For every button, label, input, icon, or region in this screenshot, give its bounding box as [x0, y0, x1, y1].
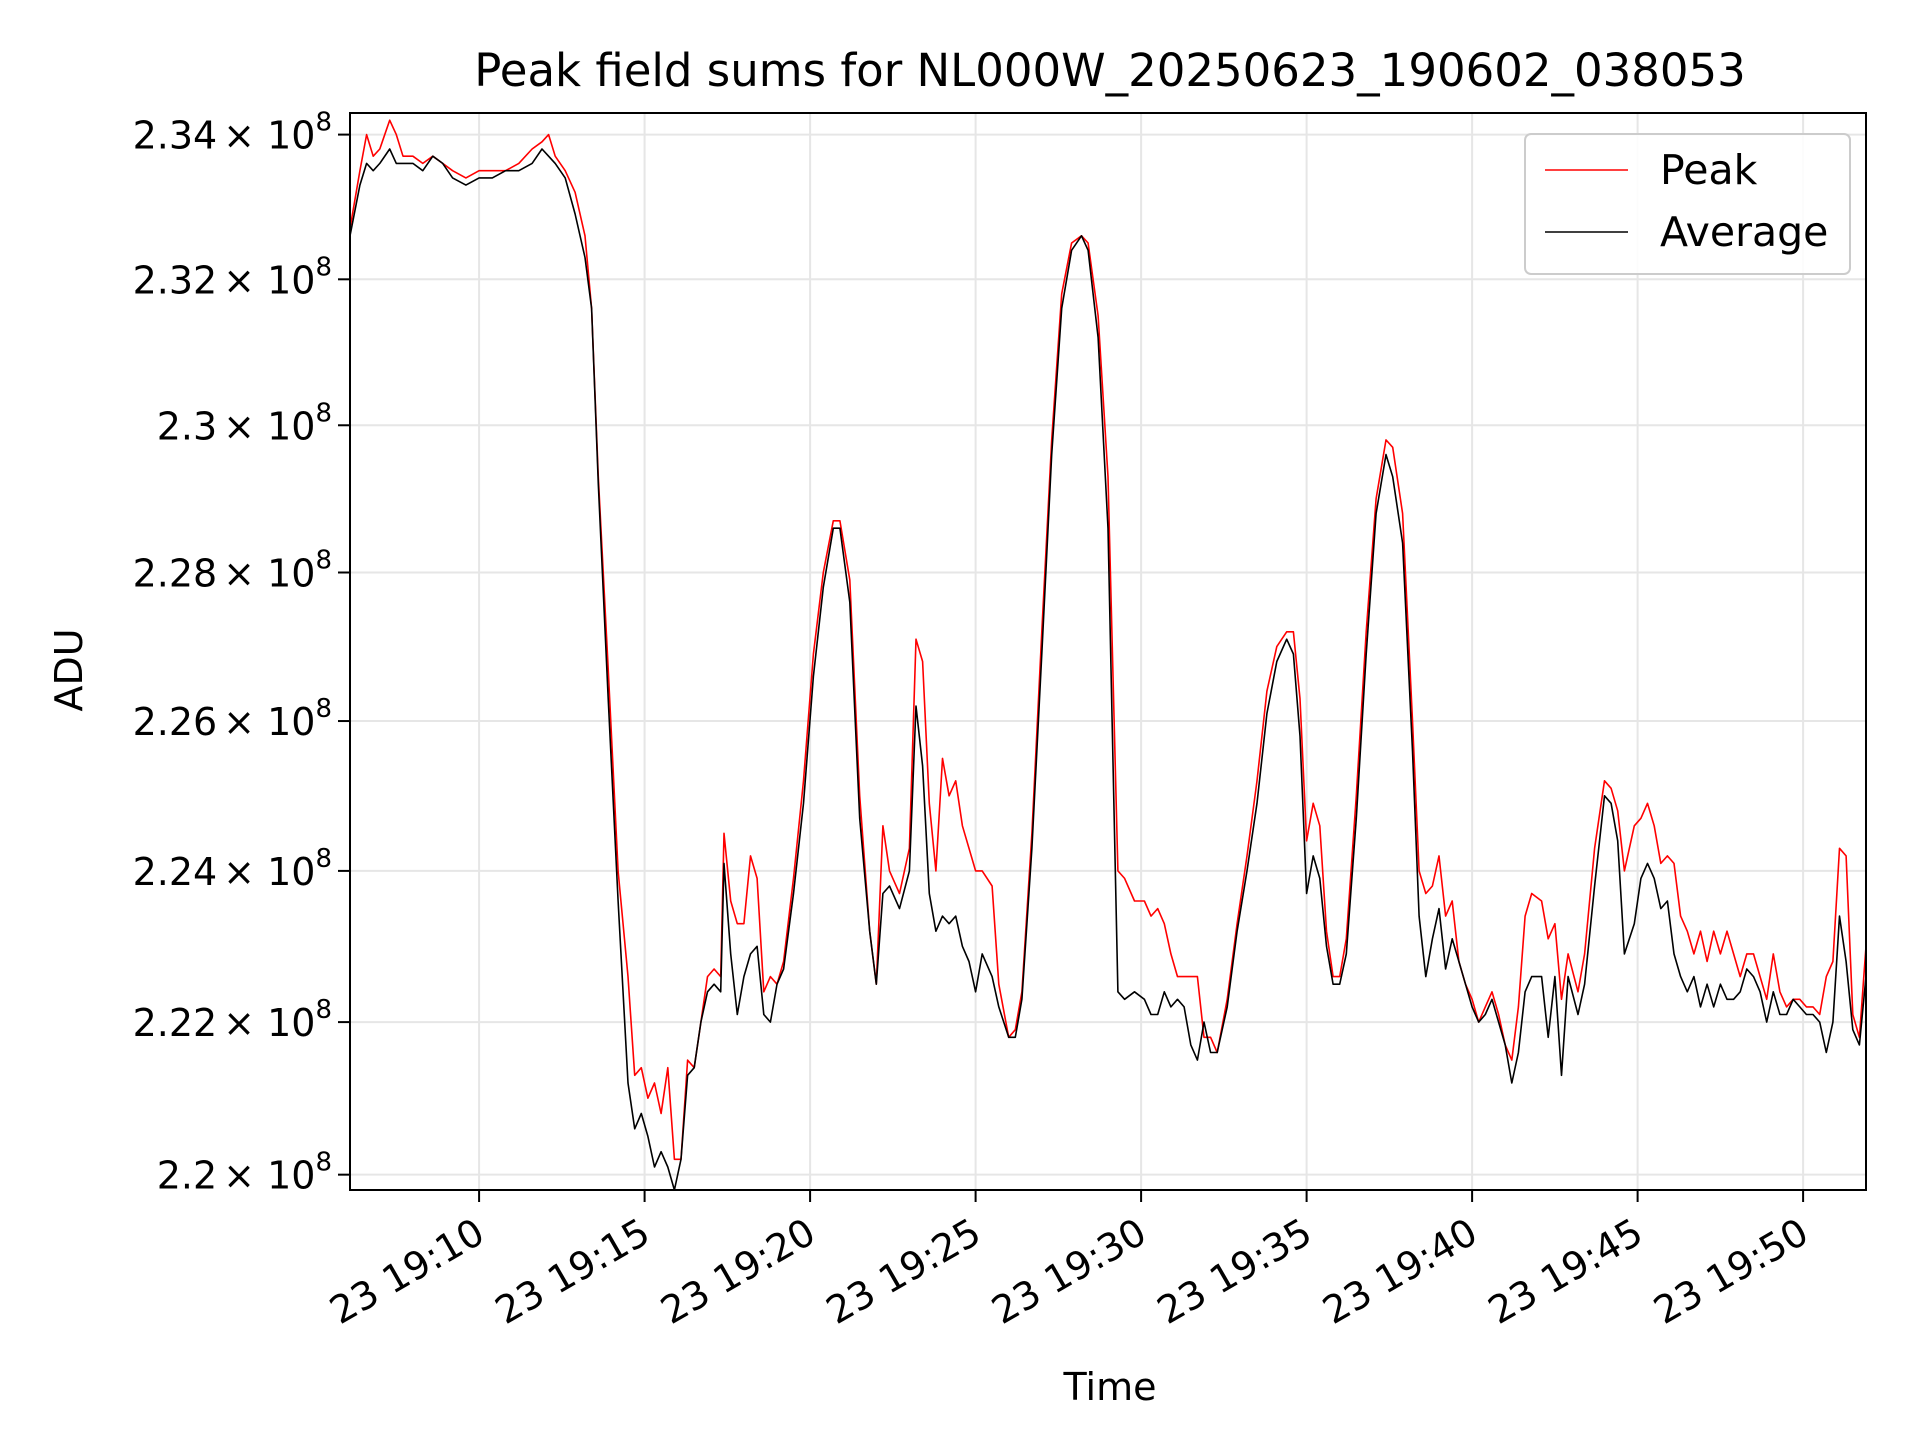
x-axis-label: Time	[1063, 1365, 1157, 1409]
y-tick-times: × 10	[223, 850, 315, 894]
y-tick-times: × 10	[223, 1001, 315, 1045]
y-tick-label: 2.32 × 108	[133, 252, 332, 302]
series-line-average	[349, 148, 1867, 1191]
y-tick-times: × 10	[223, 1154, 315, 1198]
y-tick-label: 2.24 × 108	[133, 844, 332, 894]
y-tick-mantissa: 2.3	[157, 404, 217, 448]
y-tick-times: × 10	[223, 404, 315, 448]
y-tick-mantissa: 2.22	[133, 1001, 218, 1045]
y-tick-label: 2.28 × 108	[133, 546, 332, 596]
y-tick-exponent: 8	[315, 108, 332, 138]
y-tick-exponent: 8	[315, 252, 332, 282]
y-axis-label: ADU	[47, 628, 91, 711]
y-tick-exponent: 8	[315, 995, 332, 1025]
y-tick-mantissa: 2.2	[157, 1154, 217, 1198]
y-tick-label: 2.3 × 108	[157, 398, 332, 448]
legend-label-peak: Peak	[1660, 146, 1758, 194]
y-tick-label: 2.26 × 108	[133, 694, 332, 744]
y-tick-times: × 10	[223, 114, 315, 158]
axes-frame	[349, 112, 1867, 1191]
y-tick-label: 2.34 × 108	[133, 108, 332, 158]
y-tick-exponent: 8	[315, 546, 332, 576]
y-tick-times: × 10	[223, 258, 315, 302]
y-tick-mantissa: 2.32	[133, 258, 218, 302]
y-tick-times: × 10	[223, 700, 315, 744]
y-tick-mantissa: 2.24	[133, 850, 218, 894]
chart-title: Peak field sums for NL000W_20250623_1906…	[474, 44, 1746, 97]
series-line-peak	[349, 119, 1867, 1161]
y-tick-exponent: 8	[315, 844, 332, 874]
y-tick-label: 2.2 × 108	[157, 1148, 332, 1198]
y-tick-mantissa: 2.26	[133, 700, 218, 744]
y-tick-exponent: 8	[315, 694, 332, 724]
y-tick-label: 2.22 × 108	[133, 995, 332, 1045]
y-tick-times: × 10	[223, 552, 315, 596]
y-tick-exponent: 8	[315, 398, 332, 428]
y-tick-mantissa: 2.34	[133, 114, 218, 158]
legend-label-average: Average	[1660, 208, 1828, 256]
plot-lines	[349, 119, 1867, 1191]
legend: Peak Average	[1524, 133, 1851, 275]
legend-box	[1524, 133, 1851, 275]
grid	[350, 113, 1866, 1190]
y-tick-exponent: 8	[315, 1148, 332, 1178]
y-tick-mantissa: 2.28	[133, 552, 218, 596]
